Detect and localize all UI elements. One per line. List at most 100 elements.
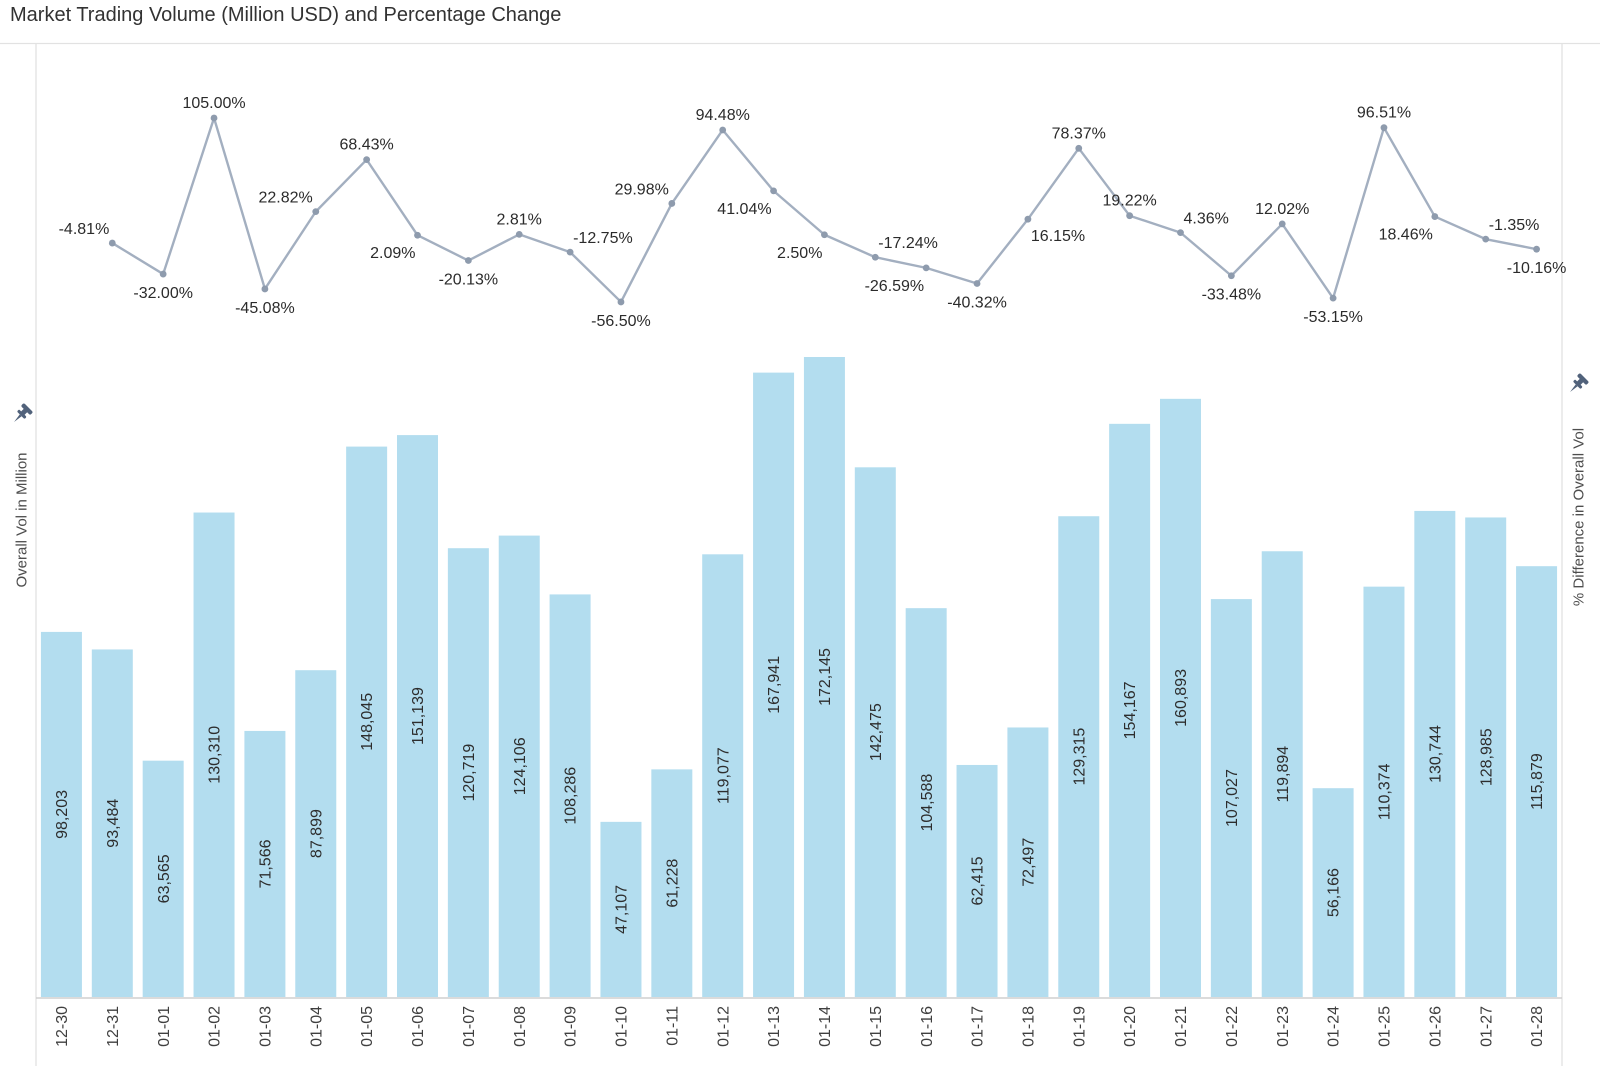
x-tick-label[interactable]: 01-23 — [1275, 1006, 1292, 1047]
bar-value-label: 104,588 — [919, 774, 936, 832]
x-tick-label[interactable]: 01-10 — [614, 1006, 631, 1047]
x-tick-label[interactable]: 01-18 — [1021, 1006, 1038, 1047]
pct-change-point[interactable] — [1126, 212, 1134, 220]
bar-value-label: 93,484 — [105, 799, 122, 848]
volume-bar[interactable] — [1109, 423, 1151, 998]
x-tick-label[interactable]: 01-27 — [1478, 1006, 1495, 1047]
x-tick-label[interactable]: 01-04 — [308, 1006, 325, 1047]
bar-value-label: 63,565 — [156, 854, 173, 903]
x-tick-label[interactable]: 01-15 — [868, 1006, 885, 1047]
x-tick-label[interactable]: 01-13 — [766, 1006, 783, 1047]
volume-bar[interactable] — [1210, 599, 1252, 997]
volume-bar[interactable] — [193, 512, 235, 997]
page-title: Market Trading Volume (Million USD) and … — [10, 4, 562, 26]
volume-bar[interactable] — [956, 764, 998, 997]
pct-change-point[interactable] — [668, 200, 676, 207]
pct-change-point[interactable] — [261, 285, 269, 293]
pct-change-point[interactable] — [159, 270, 167, 278]
pct-change-point[interactable] — [1431, 213, 1439, 220]
volume-bar[interactable] — [600, 821, 642, 997]
x-tick-label[interactable]: 01-19 — [1071, 1006, 1088, 1047]
volume-bar[interactable] — [1160, 398, 1201, 997]
pct-change-point[interactable] — [566, 248, 574, 256]
x-tick-label[interactable]: 01-09 — [563, 1006, 580, 1047]
bar-value-label: 128,985 — [1478, 728, 1495, 786]
volume-bar[interactable] — [803, 357, 845, 997]
pct-change-label: -10.16% — [1507, 260, 1567, 277]
pct-change-point[interactable] — [1227, 272, 1235, 280]
volume-bar[interactable] — [1363, 586, 1405, 997]
x-tick-label[interactable]: 01-14 — [817, 1006, 834, 1047]
x-tick-label[interactable]: 01-28 — [1529, 1006, 1546, 1047]
x-tick-label[interactable]: 01-06 — [410, 1006, 427, 1047]
x-tick-label[interactable]: 01-20 — [1122, 1006, 1139, 1047]
pct-change-point[interactable] — [973, 280, 981, 287]
pct-change-point[interactable] — [1533, 245, 1540, 253]
x-tick-label[interactable]: 01-24 — [1326, 1006, 1343, 1047]
x-tick-label[interactable]: 01-08 — [512, 1006, 529, 1047]
bar-value-label: 72,497 — [1021, 838, 1038, 887]
x-tick-label[interactable]: 01-05 — [359, 1006, 376, 1047]
pct-change-point[interactable] — [871, 253, 879, 261]
x-tick-label[interactable]: 01-12 — [715, 1006, 732, 1047]
x-tick-label[interactable]: 01-22 — [1224, 1006, 1241, 1047]
x-tick-label[interactable]: 01-17 — [970, 1006, 987, 1047]
volume-bar[interactable] — [1516, 566, 1558, 997]
pct-change-point[interactable] — [414, 231, 421, 239]
x-tick-label[interactable]: 12-30 — [54, 1006, 71, 1047]
pct-change-point[interactable] — [1329, 294, 1337, 302]
pct-change-point[interactable] — [210, 114, 218, 122]
x-tick-label[interactable]: 01-26 — [1427, 1006, 1444, 1047]
pct-change-point[interactable] — [1380, 124, 1388, 132]
volume-bar[interactable] — [905, 608, 947, 997]
volume-bar[interactable] — [1465, 517, 1507, 997]
volume-bar[interactable] — [295, 670, 337, 997]
volume-bar[interactable] — [142, 760, 184, 997]
x-tick-label[interactable]: 01-02 — [207, 1006, 224, 1047]
x-tick-label[interactable]: 01-21 — [1173, 1006, 1190, 1047]
volume-bar[interactable] — [651, 769, 693, 997]
volume-bar[interactable] — [91, 649, 133, 997]
x-tick-label[interactable]: 01-25 — [1377, 1006, 1394, 1047]
volume-bar[interactable] — [447, 548, 489, 997]
pct-change-point[interactable] — [108, 239, 116, 247]
pct-change-point[interactable] — [617, 298, 625, 306]
pct-change-point[interactable] — [770, 187, 777, 195]
pct-change-point[interactable] — [363, 156, 371, 164]
volume-bar[interactable] — [498, 535, 540, 997]
volume-bar[interactable] — [1261, 551, 1303, 997]
volume-bar[interactable] — [1312, 788, 1354, 997]
pushpin-icon[interactable] — [9, 403, 33, 427]
volume-bar[interactable] — [397, 435, 438, 997]
x-tick-label[interactable]: 12-31 — [105, 1006, 122, 1047]
pct-change-point[interactable] — [1482, 235, 1490, 243]
volume-bar[interactable] — [549, 594, 591, 997]
x-tick-label[interactable]: 01-11 — [664, 1006, 681, 1046]
volume-bar[interactable] — [346, 446, 388, 997]
volume-bar[interactable] — [40, 631, 82, 997]
pct-change-point[interactable] — [312, 208, 320, 216]
x-tick-label[interactable]: 01-16 — [919, 1006, 936, 1047]
pushpin-icon[interactable] — [1565, 373, 1589, 397]
volume-bar[interactable] — [1007, 727, 1049, 997]
bar-value-label: 47,107 — [614, 885, 631, 934]
x-tick-label[interactable]: 01-01 — [156, 1006, 173, 1047]
pct-change-point[interactable] — [719, 126, 727, 134]
pct-change-point[interactable] — [922, 264, 930, 272]
volume-bar[interactable] — [854, 467, 896, 997]
pct-change-point[interactable] — [1024, 215, 1032, 223]
volume-bar[interactable] — [753, 372, 795, 997]
volume-bar[interactable] — [244, 730, 286, 997]
volume-bar[interactable] — [702, 554, 744, 997]
volume-bar[interactable] — [1058, 516, 1100, 997]
pct-change-point[interactable] — [1075, 144, 1083, 152]
x-tick-label[interactable]: 01-07 — [461, 1006, 478, 1047]
pct-change-point[interactable] — [1177, 229, 1184, 237]
x-tick-label[interactable]: 01-03 — [257, 1006, 274, 1047]
pct-change-point[interactable] — [515, 230, 523, 238]
volume-bar[interactable] — [1414, 510, 1456, 997]
bar-value-label: 61,228 — [664, 859, 681, 908]
pct-change-point[interactable] — [821, 231, 828, 239]
pct-change-point[interactable] — [1278, 220, 1286, 228]
pct-change-point[interactable] — [464, 257, 472, 264]
